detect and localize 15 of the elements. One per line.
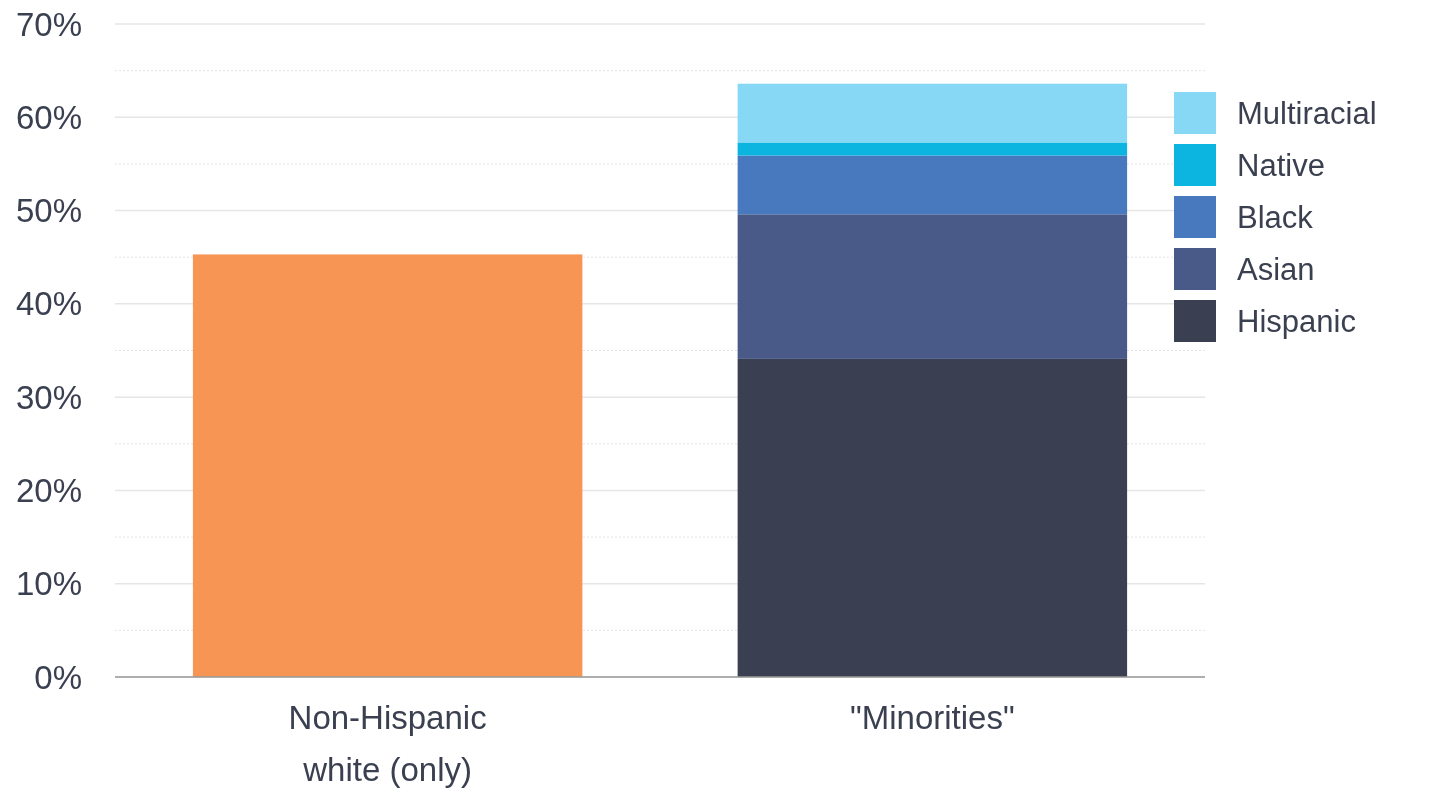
y-tick-label: 20%	[15, 471, 82, 509]
x-tick-label: "Minorities"	[850, 699, 1015, 736]
y-tick-label: 30%	[15, 378, 82, 416]
legend-label: Hispanic	[1237, 303, 1356, 339]
legend-label: Asian	[1237, 251, 1315, 287]
legend-label: Black	[1237, 199, 1314, 235]
y-tick-label: 70%	[15, 5, 82, 43]
legend-label: Multiracial	[1237, 95, 1377, 131]
y-tick-label: 60%	[15, 98, 82, 136]
y-tick-label: 40%	[15, 285, 82, 323]
y-tick-label: 0%	[34, 658, 82, 696]
x-tick-label: Non-Hispanic white (only)	[288, 699, 487, 788]
y-tick-label: 50%	[15, 192, 82, 230]
legend-label: Native	[1237, 147, 1325, 183]
y-tick-label: 10%	[15, 565, 82, 603]
